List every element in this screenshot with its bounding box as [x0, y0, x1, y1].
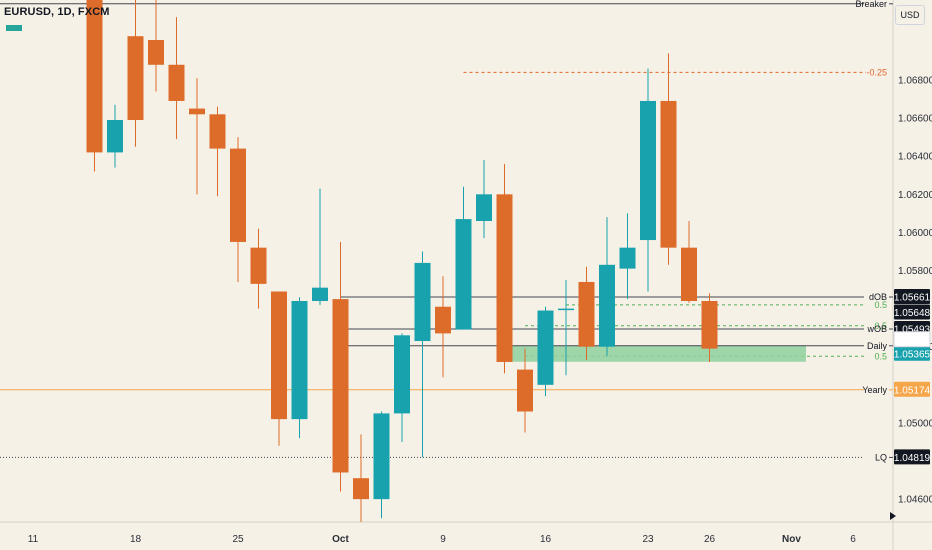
- order-block-zone: [498, 345, 806, 362]
- currency-button[interactable]: USD: [895, 5, 925, 25]
- price-tag-lq: [894, 449, 930, 465]
- price-tag-yearly-text: 1.05174: [894, 385, 931, 396]
- candle-bear: [271, 291, 287, 420]
- price-tag-current: [893, 331, 931, 348]
- candle-bull: [291, 301, 308, 420]
- x-tick-label: 16: [540, 534, 552, 545]
- y-tick-label: 1.05800: [898, 266, 932, 277]
- y-tick-label: 1.04600: [898, 495, 932, 506]
- price-tag-yearly: [894, 381, 930, 397]
- candle-bull: [394, 335, 410, 414]
- candle-bear: [353, 478, 369, 500]
- candle-bear: [86, 0, 103, 153]
- fib-level-label: -0.25: [866, 67, 887, 77]
- fib-level-label: 0.5: [874, 300, 887, 310]
- x-tick-label: 9: [440, 534, 446, 545]
- candle-bear: [209, 114, 226, 149]
- price-tag-lq-text: 1.04819: [894, 453, 931, 464]
- candle-bull: [599, 264, 615, 347]
- candle-bull: [537, 310, 554, 385]
- fib-level-label: 0.5: [874, 321, 887, 331]
- x-tick-label: Oct: [332, 534, 349, 545]
- candle-bear: [127, 36, 144, 121]
- x-tick-label: Nov: [782, 534, 801, 545]
- candle-bear: [517, 369, 533, 412]
- y-tick-label: 1.06600: [898, 114, 932, 125]
- level-label-wob: wOB: [866, 324, 887, 334]
- candle-bull: [640, 100, 656, 241]
- x-tick-label: 11: [28, 534, 39, 545]
- level-label-dob: dOB: [869, 292, 887, 302]
- x-tick-label: 18: [130, 534, 142, 545]
- candle-bear: [578, 281, 595, 347]
- price-tag-dob-text: 1.05661: [894, 293, 931, 304]
- y-tick-label: 1.05000: [898, 418, 932, 429]
- candle-bear: [681, 247, 697, 302]
- level-label-daily: Daily: [867, 341, 888, 351]
- candle-bull: [619, 247, 636, 269]
- price-tag-current-text: 1.05405: [894, 335, 931, 346]
- candle-bear: [496, 194, 513, 362]
- level-label-yearly: Yearly: [862, 385, 887, 395]
- price-tag-secondary: [894, 304, 930, 320]
- candle-bear: [230, 148, 246, 242]
- candle-bear: [332, 299, 349, 473]
- symbol-color-marker: [6, 25, 22, 31]
- candle-bear: [660, 100, 677, 248]
- symbol-title: EURUSD, 1D, FXCM: [4, 6, 110, 18]
- y-tick-label: 1.06000: [898, 228, 932, 239]
- candle-bull: [476, 194, 492, 221]
- level-label-lq: LQ: [875, 452, 887, 462]
- x-tick-label: 23: [642, 534, 654, 545]
- candle-bull: [312, 287, 328, 302]
- candle-bull: [373, 413, 390, 500]
- candle-bull: [455, 219, 472, 330]
- x-tick-label: 6: [850, 534, 856, 545]
- x-tick-label: 26: [704, 534, 716, 545]
- candle-bear: [250, 247, 267, 284]
- scroll-right-icon[interactable]: [890, 512, 896, 520]
- y-tick-label: 1.06800: [898, 76, 932, 87]
- candle-bear: [168, 64, 185, 101]
- candle-bear: [701, 301, 718, 349]
- candle-bear: [148, 40, 164, 65]
- candle-bull: [107, 120, 123, 153]
- candle-bear: [435, 306, 451, 334]
- candle-bear: [189, 108, 205, 115]
- candle-bull: [414, 262, 431, 342]
- price-tag-daily: [894, 345, 930, 361]
- price-tag-daily-text: 1.05365: [894, 349, 931, 360]
- level-label-breaker: Breaker: [855, 0, 887, 9]
- price-tag-wob-text: 1.05493: [894, 325, 931, 336]
- price-tag-dob: [894, 289, 930, 305]
- y-tick-label: 1.06200: [898, 190, 932, 201]
- price-tag-secondary-text: 1.05648: [894, 308, 931, 319]
- fib-level-label: 0.5: [874, 351, 887, 361]
- candle-bull: [558, 308, 574, 311]
- y-tick-label: 1.06400: [898, 152, 932, 163]
- x-tick-label: 25: [232, 534, 244, 545]
